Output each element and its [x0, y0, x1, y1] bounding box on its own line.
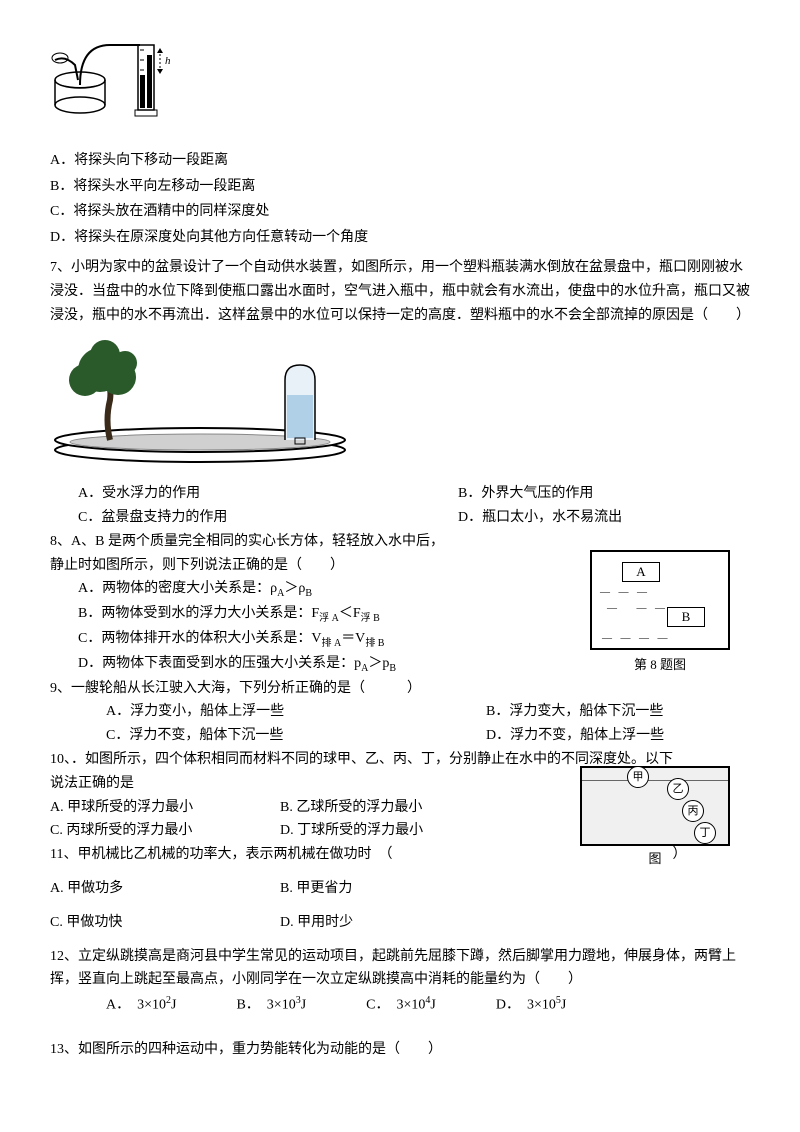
q10-figure: 甲 乙 丙 丁 图 [580, 766, 730, 870]
option-a: A．将探头向下移动一段距离 [50, 149, 750, 173]
q11-opt-d: D. 甲用时少 [280, 911, 480, 935]
q9-text: 9、一艘轮船从长江驶入大海，下列分析正确的是（ ） [50, 677, 750, 701]
q13-text: 13、如图所示的四种运动中，重力势能转化为动能的是（ ） [50, 1038, 750, 1062]
q11-opt-b: B. 甲更省力 [280, 877, 480, 901]
svg-text:h: h [165, 55, 171, 67]
q9-opt-c: C．浮力不变，船体下沉一些 [106, 724, 386, 748]
q11-opt-c: C. 甲做功快 [50, 911, 250, 935]
probe-apparatus-figure: h [50, 30, 190, 130]
bonsai-figure [50, 335, 430, 465]
q9-opt-b: B．浮力变大，船体下沉一些 [486, 700, 663, 724]
q12-opt-a: A． 3×102J [106, 992, 176, 1017]
q12-opt-c: C． 3×104J [366, 992, 436, 1017]
q7-opt-b: B．外界大气压的作用 [458, 482, 593, 506]
q9-opt-d: D．浮力不变，船体上浮一些 [486, 724, 664, 748]
q12-opt-b: B． 3×103J [236, 992, 306, 1017]
q8-caption: 第 8 题图 [590, 654, 730, 676]
q10-opt-a: A. 甲球所受的浮力最小 [50, 796, 250, 820]
q7-opt-d: D．瓶口太小，水不易流出 [458, 506, 622, 530]
q7-opt-a: A．受水浮力的作用 [78, 482, 358, 506]
q7-opt-c: C．盆景盘支持力的作用 [78, 506, 358, 530]
q12-text: 12、立定纵跳摸高是商河县中学生常见的运动项目，起跳前先屈膝下蹲，然后脚掌用力蹬… [50, 945, 750, 993]
option-b: B．将探头水平向左移动一段距离 [50, 175, 750, 199]
q9-opt-a: A．浮力变小，船体上浮一些 [106, 700, 386, 724]
q7-text: 7、小明为家中的盆景设计了一个自动供水装置，如图所示，用一个塑料瓶装满水倒放在盆… [50, 256, 750, 327]
option-d: D．将探头在原深度处向其他方向任意转动一个角度 [50, 226, 750, 250]
q10-opt-b: B. 乙球所受的浮力最小 [280, 796, 480, 820]
q11-opt-a: A. 甲做功多 [50, 877, 250, 901]
probe-options: A．将探头向下移动一段距离 B．将探头水平向左移动一段距离 C．将探头放在酒精中… [50, 149, 750, 250]
q12-opt-d: D． 3×105J [496, 992, 566, 1017]
q10-caption: 图 [580, 848, 730, 870]
q10-opt-c: C. 丙球所受的浮力最小 [50, 819, 250, 843]
q10-opt-d: D. 丁球所受的浮力最小 [280, 819, 480, 843]
q8-figure: A B — — — — — — — — — — 第 8 题图 [590, 550, 730, 676]
option-c: C．将探头放在酒精中的同样深度处 [50, 200, 750, 224]
